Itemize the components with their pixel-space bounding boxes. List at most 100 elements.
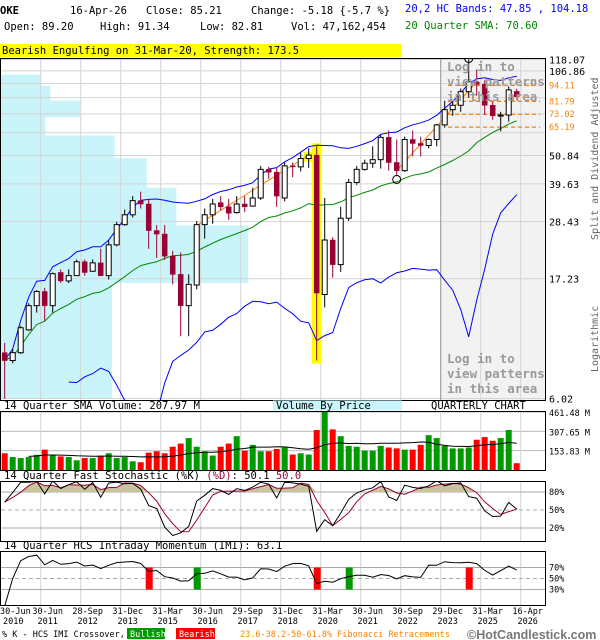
login-overlay-bottom[interactable]: Log in to view patterns in this area (447, 351, 545, 396)
candle-body (513, 91, 520, 97)
volume-bar (377, 445, 384, 470)
candle-body (433, 124, 440, 140)
date-tick-label: 30-Jun (0, 607, 31, 617)
date-tick-year: 2023 (437, 617, 457, 627)
candle-body (225, 206, 232, 214)
date-tick-year: 2022 (397, 617, 417, 627)
volume-bar (385, 447, 392, 470)
candle-body (233, 203, 240, 214)
price-tick-label: 17.23 (549, 275, 579, 286)
login-text-line[interactable]: view patterns (447, 74, 545, 89)
login-text-line[interactable]: in this area (447, 381, 537, 396)
date-tick-label: 30-Jun (192, 607, 223, 617)
vbp-bar (1, 74, 41, 86)
login-text-line[interactable]: Log in to (447, 351, 515, 366)
candle-body (97, 262, 104, 276)
login-text-line[interactable]: in this area (447, 89, 537, 104)
sma-legend: 20 Quarter SMA: 70.60 (405, 20, 538, 32)
bearish-signal-bar (145, 567, 153, 590)
volume-bar (433, 438, 440, 470)
volume-panel-frame (0, 411, 546, 471)
stoch-tick-label: 20% (549, 524, 564, 534)
candle-body (409, 139, 416, 144)
adjusted-note: Split and Dividend Adjusted (590, 77, 600, 240)
volume-bar (65, 457, 72, 470)
open-price: Open: 89.20 (4, 21, 74, 33)
price-tick-label: 6.02 (549, 394, 573, 405)
volume-bar (505, 430, 512, 470)
volume-bar (121, 457, 128, 470)
date-tick-year: 2018 (277, 617, 297, 627)
date-tick-year: 2017 (237, 617, 257, 627)
login-text-line[interactable]: Log in to (447, 59, 515, 74)
candle-body (129, 200, 136, 216)
date-tick-year: 2011 (37, 617, 57, 627)
volume-bar (145, 452, 152, 470)
volume-bar (473, 439, 480, 470)
candle-body (1, 352, 8, 361)
sma-line (4, 120, 517, 361)
volume-value: Vol: 47,162,454 (291, 21, 386, 33)
candle-body (441, 109, 448, 126)
bearish-legend-bg (176, 628, 215, 639)
imi-tick-label: 30% (549, 586, 564, 596)
copyright-link[interactable]: ©HotCandlestick.com (467, 628, 596, 640)
stochastic-label: 14 Quarter Fast Stochastic (%K) (%D): 50… (4, 470, 301, 482)
volume-bar (25, 457, 32, 470)
vbp-bar (1, 117, 46, 136)
date-tick-year: 2012 (77, 617, 97, 627)
price-change: Change: -5.18 {-5.7 %} (251, 5, 390, 17)
candle-body (417, 143, 424, 146)
candle-body (185, 283, 192, 307)
candle-body (217, 202, 224, 208)
volume-bar (265, 451, 272, 470)
volume-bar (497, 438, 504, 470)
login-overlay-top[interactable]: Log in to view patterns in this area (447, 59, 545, 104)
price-tick-label: 28.43 (549, 218, 579, 229)
volume-bar (177, 443, 184, 470)
candle-body (425, 138, 432, 146)
volume-bar (457, 448, 464, 470)
pattern-circle-marker (392, 174, 402, 184)
candle-body (313, 154, 320, 294)
vbp-bar (1, 282, 113, 399)
volume-bar (345, 445, 352, 470)
candle-body (265, 169, 272, 173)
volume-bar (513, 463, 520, 470)
imi-tick-label: 50% (549, 575, 564, 585)
fib-level-label: 65.19 (549, 123, 575, 133)
price-tick-label: 50.84 (549, 151, 579, 162)
volume-tick-label: 307.65 M (549, 428, 590, 438)
bullish-signal-bar (193, 567, 201, 590)
candle-body (121, 214, 128, 226)
bearish-signal-bar (313, 567, 321, 590)
candle-body (57, 272, 64, 282)
date-tick-year: 2020 (317, 617, 337, 627)
candle-body (457, 91, 464, 106)
date-tick-label: 31-Dec (112, 607, 143, 617)
volume-bar (209, 455, 216, 470)
volume-bar (153, 451, 160, 470)
volume-bar (201, 451, 208, 470)
volume-sma-line (28, 441, 517, 458)
candle-body (153, 230, 160, 235)
volume-bar (353, 446, 360, 470)
volume-bar (41, 449, 48, 470)
chart-period-label: QUARTERLY CHART (431, 400, 527, 412)
candle-body (473, 81, 480, 85)
volume-bar (137, 462, 144, 470)
candle-body (401, 138, 408, 172)
volume-panel: 461.48 M 307.65 M 153.83 M (1, 409, 590, 470)
volume-bar (1, 453, 8, 470)
candle-body (393, 162, 400, 171)
login-text-line[interactable]: view patterns (447, 366, 545, 381)
date-tick-label: 31-Mar (312, 607, 343, 617)
candle-body (273, 171, 280, 197)
volume-bar (169, 446, 176, 470)
volume-bar (9, 457, 16, 470)
candle-body (113, 224, 120, 246)
candle-body (209, 203, 216, 216)
candle-body (385, 137, 392, 163)
fib-level-label: 94.11 (549, 81, 575, 91)
candle-body (89, 262, 96, 272)
